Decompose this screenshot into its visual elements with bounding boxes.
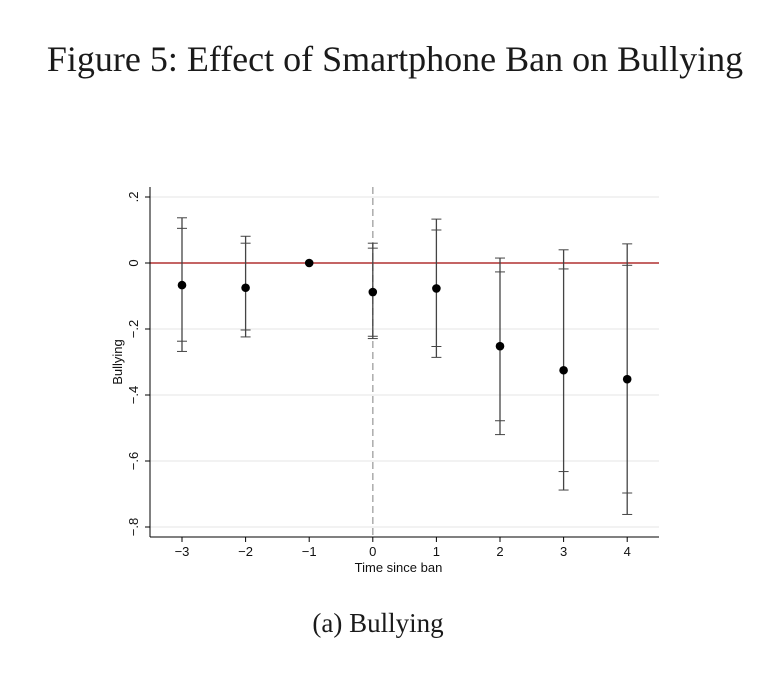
- x-tick-label: −3: [175, 544, 190, 559]
- axes: [145, 187, 659, 542]
- x-tick-label: −2: [238, 544, 253, 559]
- point-estimate: [559, 365, 568, 375]
- point-estimate: [495, 341, 505, 351]
- y-tick-label: −.8: [126, 518, 141, 536]
- point-estimate: [177, 280, 187, 290]
- tick-labels: .2 0 −.2 −.4 −.6 −.8 −3 −2 −1 0 1 2 3 4: [126, 192, 631, 559]
- y-tick-label: −.2: [126, 320, 141, 338]
- x-tick-label: 3: [560, 544, 567, 559]
- point-estimates: [177, 258, 632, 384]
- y-tick-label: .2: [126, 192, 141, 203]
- y-tick-label: 0: [126, 259, 141, 266]
- grid-lines: [150, 196, 659, 528]
- point-estimate: [368, 287, 378, 297]
- reference-lines: [150, 187, 659, 537]
- point-estimate: [241, 283, 250, 293]
- y-tick-label: −.6: [126, 452, 141, 470]
- point-estimate: [622, 374, 632, 384]
- point-estimate: [432, 284, 441, 293]
- y-axis-title: Bullying: [110, 339, 125, 385]
- y-tick-label: −.4: [126, 386, 141, 404]
- x-axis-title: Time since ban: [355, 560, 443, 575]
- x-tick-label: −1: [302, 544, 317, 559]
- x-tick-label: 0: [369, 544, 376, 559]
- x-tick-label: 2: [496, 544, 503, 559]
- x-tick-label: 1: [433, 544, 440, 559]
- figure-title: Figure 5: Effect of Smartphone Ban on Bu…: [46, 39, 744, 79]
- point-estimate: [304, 258, 314, 268]
- figure-subcaption: (a) Bullying: [312, 608, 444, 638]
- x-tick-label: 4: [624, 544, 631, 559]
